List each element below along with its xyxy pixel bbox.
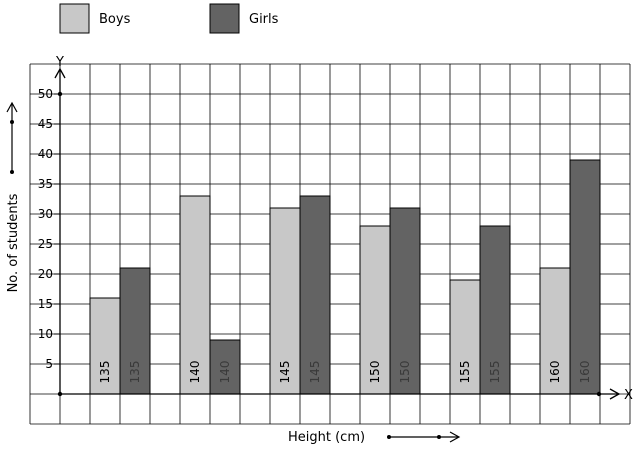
bar-label-girls-145: 145 bbox=[308, 361, 322, 384]
bar-label-boys-155: 155 bbox=[458, 361, 472, 384]
bars: 135 135 140 140 145 145 150 150 155 155 160 160 bbox=[89, 159, 601, 395]
legend-swatch-boys bbox=[59, 3, 90, 34]
y-tick-label-50: 50 bbox=[38, 87, 53, 101]
bar-boys-145 bbox=[269, 207, 301, 395]
bar-label-boys-150: 150 bbox=[368, 361, 382, 384]
x-label-arrow bbox=[387, 431, 461, 443]
bar-label-girls-150: 150 bbox=[398, 361, 412, 384]
bar-boys-135 bbox=[89, 297, 121, 395]
bar-boys-160 bbox=[539, 267, 571, 395]
y-tick-label-10: 10 bbox=[38, 327, 53, 341]
bar-girls-155 bbox=[479, 225, 511, 395]
legend-label-boys: Boys bbox=[99, 12, 131, 27]
y-tick-label-30: 30 bbox=[38, 207, 53, 221]
legend-swatch-girls bbox=[209, 3, 240, 34]
legend: Boys Girls bbox=[59, 3, 279, 34]
bar-label-boys-160: 160 bbox=[548, 361, 562, 384]
bar-girls-160 bbox=[569, 159, 601, 395]
bar-girls-150 bbox=[389, 207, 421, 395]
y-label-arrow bbox=[6, 101, 18, 174]
legend-label-girls: Girls bbox=[249, 12, 279, 27]
bar-label-girls-160: 160 bbox=[578, 361, 592, 384]
y-axis-arrow bbox=[54, 67, 66, 79]
origin-dot bbox=[57, 391, 63, 397]
bar-boys-155 bbox=[449, 279, 481, 395]
bar-girls-145 bbox=[299, 195, 331, 395]
y-tick-label-35: 35 bbox=[38, 177, 53, 191]
bar-label-girls-140: 140 bbox=[218, 361, 232, 384]
bar-label-girls-155: 155 bbox=[488, 361, 502, 384]
bar-girls-135 bbox=[119, 267, 151, 395]
y-tick-label-15: 15 bbox=[38, 297, 53, 311]
y-tick-label-25: 25 bbox=[38, 237, 53, 251]
bar-label-boys-135: 135 bbox=[98, 361, 112, 384]
y-axis-letter: Y bbox=[55, 55, 64, 70]
x-axis-arrow bbox=[609, 388, 621, 400]
x-axis-label: Height (cm) bbox=[288, 430, 365, 445]
y-tick-label-40: 40 bbox=[38, 147, 53, 161]
x-axis-letter: X bbox=[624, 388, 633, 403]
y-tick-labels: 5 10 15 20 25 30 35 40 45 50 bbox=[38, 87, 60, 371]
y-tick-label-20: 20 bbox=[38, 267, 53, 281]
y-tick-label-45: 45 bbox=[38, 117, 53, 131]
bar-label-boys-140: 140 bbox=[188, 361, 202, 384]
y-axis-label: No. of students bbox=[6, 193, 21, 292]
bar-label-girls-135: 135 bbox=[128, 361, 142, 384]
bar-label-boys-145: 145 bbox=[278, 361, 292, 384]
bar-girls-140 bbox=[209, 339, 241, 395]
y-tick-label-5: 5 bbox=[45, 357, 53, 371]
x-axis-dot bbox=[596, 391, 602, 397]
